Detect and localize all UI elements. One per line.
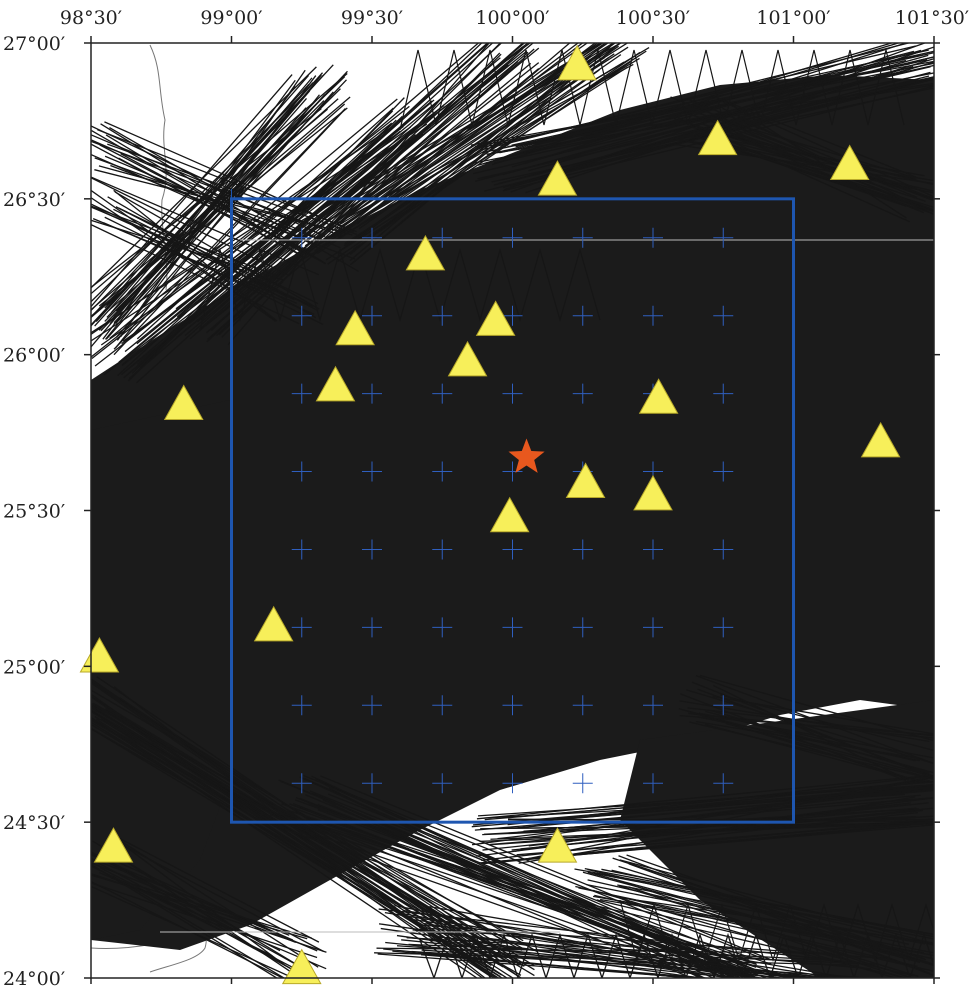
lat-tick-label: 24°30′ bbox=[3, 812, 65, 834]
lat-tick-label: 25°00′ bbox=[3, 656, 65, 678]
lon-tick-label: 101°00′ bbox=[756, 7, 830, 29]
lon-tick-label: 101°30′ bbox=[895, 7, 969, 29]
lon-tick-label: 98°30′ bbox=[60, 7, 122, 29]
lat-tick-label: 26°30′ bbox=[3, 189, 65, 211]
lon-tick-label: 99°30′ bbox=[341, 7, 403, 29]
lon-tick-label: 100°30′ bbox=[616, 7, 690, 29]
lat-tick-label: 27°00′ bbox=[3, 33, 65, 55]
lat-tick-label: 26°00′ bbox=[3, 345, 65, 367]
lon-tick-label: 100°00′ bbox=[475, 7, 549, 29]
lat-tick-label: 25°30′ bbox=[3, 501, 65, 523]
lat-tick-label: 24°00′ bbox=[3, 968, 65, 990]
lon-tick-label: 99°00′ bbox=[200, 7, 262, 29]
